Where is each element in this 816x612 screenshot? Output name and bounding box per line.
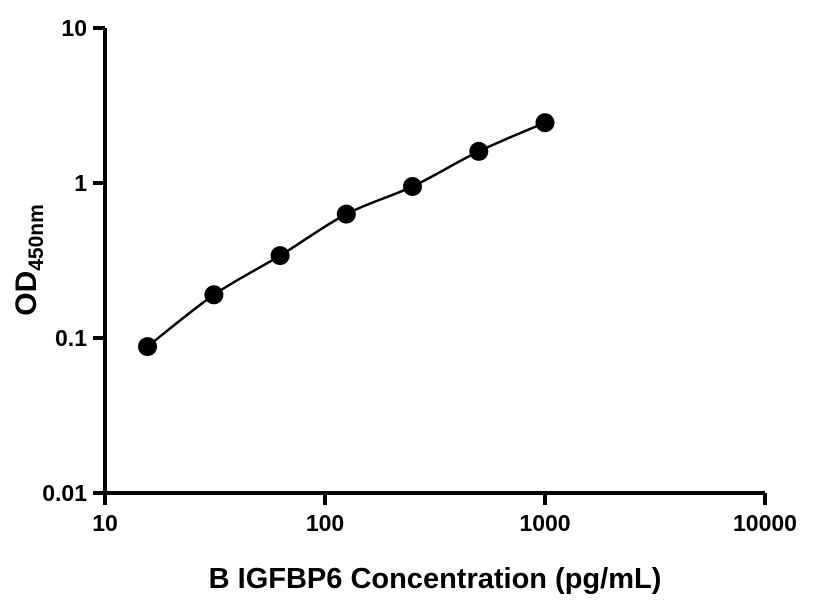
- y-tick-label: 10: [61, 15, 87, 41]
- y-tick-label: 0.1: [55, 325, 87, 351]
- data-point: [535, 113, 555, 133]
- y-axis-title-sub: 450nm: [25, 204, 48, 271]
- data-point: [138, 337, 157, 357]
- axes-layer: 10 100 1000 10000 0.01 0.1 1 10: [42, 15, 797, 536]
- data-point: [469, 141, 489, 161]
- x-tick-label: 100: [306, 510, 344, 536]
- series-layer: [138, 113, 555, 357]
- y-axis-title: OD450nm: [10, 204, 48, 316]
- data-point: [270, 246, 290, 266]
- x-axis-title: B IGFBP6 Concentration (pg/mL): [209, 563, 662, 595]
- y-tick-label: 1: [74, 170, 87, 196]
- data-point: [336, 204, 356, 224]
- y-axis-title-main: OD: [10, 271, 43, 316]
- y-tick-label: 0.01: [42, 480, 87, 506]
- x-tick-label: 10000: [733, 510, 797, 536]
- x-tick-label: 10: [92, 510, 118, 536]
- data-point: [403, 177, 422, 196]
- x-tick-label: 1000: [519, 510, 570, 536]
- data-point: [204, 285, 224, 305]
